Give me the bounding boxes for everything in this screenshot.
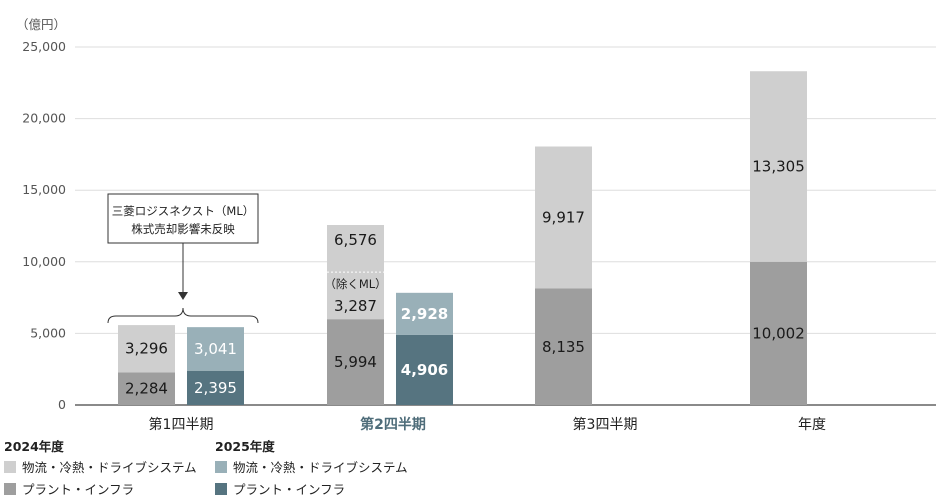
annotation-arrow-head — [178, 292, 188, 300]
excl-ml-value: 3,287 — [334, 297, 377, 315]
excl-ml-label: （除くML） — [324, 277, 386, 291]
bar-segment — [187, 370, 244, 405]
value-label: 9,917 — [542, 209, 585, 227]
bars — [118, 71, 807, 405]
category-label: 第2四半期 — [360, 416, 426, 433]
legend-item: プラント・インフラ — [215, 479, 408, 501]
annotation-brace — [107, 307, 259, 324]
value-label: 5,994 — [334, 353, 377, 371]
value-label: 10,002 — [752, 324, 805, 342]
bar-segment — [396, 292, 453, 335]
y-axis-ticks: 0 5,000 10,000 15,000 20,000 25,000 — [22, 39, 66, 412]
bar-segment — [187, 327, 244, 371]
legend-swatch — [4, 461, 16, 473]
y-tick-label: 0 — [58, 397, 66, 412]
y-tick-label: 10,000 — [22, 254, 66, 269]
value-label: 4,906 — [401, 361, 448, 379]
category-label: 年度 — [798, 417, 826, 433]
bar-segment — [327, 319, 384, 405]
bar-segment — [118, 372, 175, 405]
value-label: 2,928 — [401, 305, 448, 323]
value-label: 6,576 — [334, 231, 377, 249]
value-label: 13,305 — [752, 158, 805, 176]
bar-segment — [118, 325, 175, 373]
value-label: 3,296 — [125, 340, 168, 358]
value-label: 3,041 — [194, 340, 237, 358]
annotation: 三菱ロジスネクスト（ML） 株式売却影響未反映 — [107, 193, 259, 324]
legend-2024: 2024年度 物流・冷熱・ドライブシステム プラント・インフラ — [4, 437, 197, 501]
category-labels: 第1四半期 第2四半期 第3四半期 年度 — [149, 416, 826, 433]
y-tick-label: 20,000 — [22, 111, 66, 126]
bar-segment — [535, 146, 592, 289]
legend-item: 物流・冷熱・ドライブシステム — [4, 457, 197, 479]
value-label: 8,135 — [542, 338, 585, 356]
legend-item: プラント・インフラ — [4, 479, 197, 501]
bar-segment — [750, 71, 807, 262]
annotation-line-1: 三菱ロジスネクスト（ML） — [112, 204, 254, 218]
legend-label: プラント・インフラ — [233, 482, 346, 497]
value-label: 2,395 — [194, 379, 237, 397]
legend-label: 物流・冷熱・ドライブシステム — [233, 460, 408, 475]
y-tick-label: 5,000 — [30, 325, 66, 340]
y-tick-label: 15,000 — [22, 182, 66, 197]
legend-2025: 2025年度 物流・冷熱・ドライブシステム プラント・インフラ — [215, 437, 408, 501]
y-axis-unit-label: （億円） — [16, 17, 66, 32]
legend-item: 物流・冷熱・ドライブシステム — [215, 457, 408, 479]
bar-segment — [535, 288, 592, 405]
category-label: 第3四半期 — [573, 416, 638, 433]
legend-swatch — [4, 483, 16, 495]
legend-header: 2024年度 — [4, 439, 64, 454]
legend-label: プラント・インフラ — [22, 482, 135, 497]
bar-segment — [750, 261, 807, 405]
legend-header: 2025年度 — [215, 439, 275, 454]
legend-label: 物流・冷熱・ドライブシステム — [22, 460, 197, 475]
legend-swatch — [215, 483, 227, 495]
value-label: 2,284 — [125, 380, 168, 398]
annotation-line-2: 株式売却影響未反映 — [131, 222, 235, 236]
y-tick-label: 25,000 — [22, 39, 66, 54]
value-labels: 2,284 3,296 2,395 3,041 5,994 6,576 4,906 2,928… — [125, 158, 805, 398]
category-label: 第1四半期 — [149, 416, 214, 433]
legend-swatch — [215, 461, 227, 473]
bar-segment — [396, 334, 453, 405]
